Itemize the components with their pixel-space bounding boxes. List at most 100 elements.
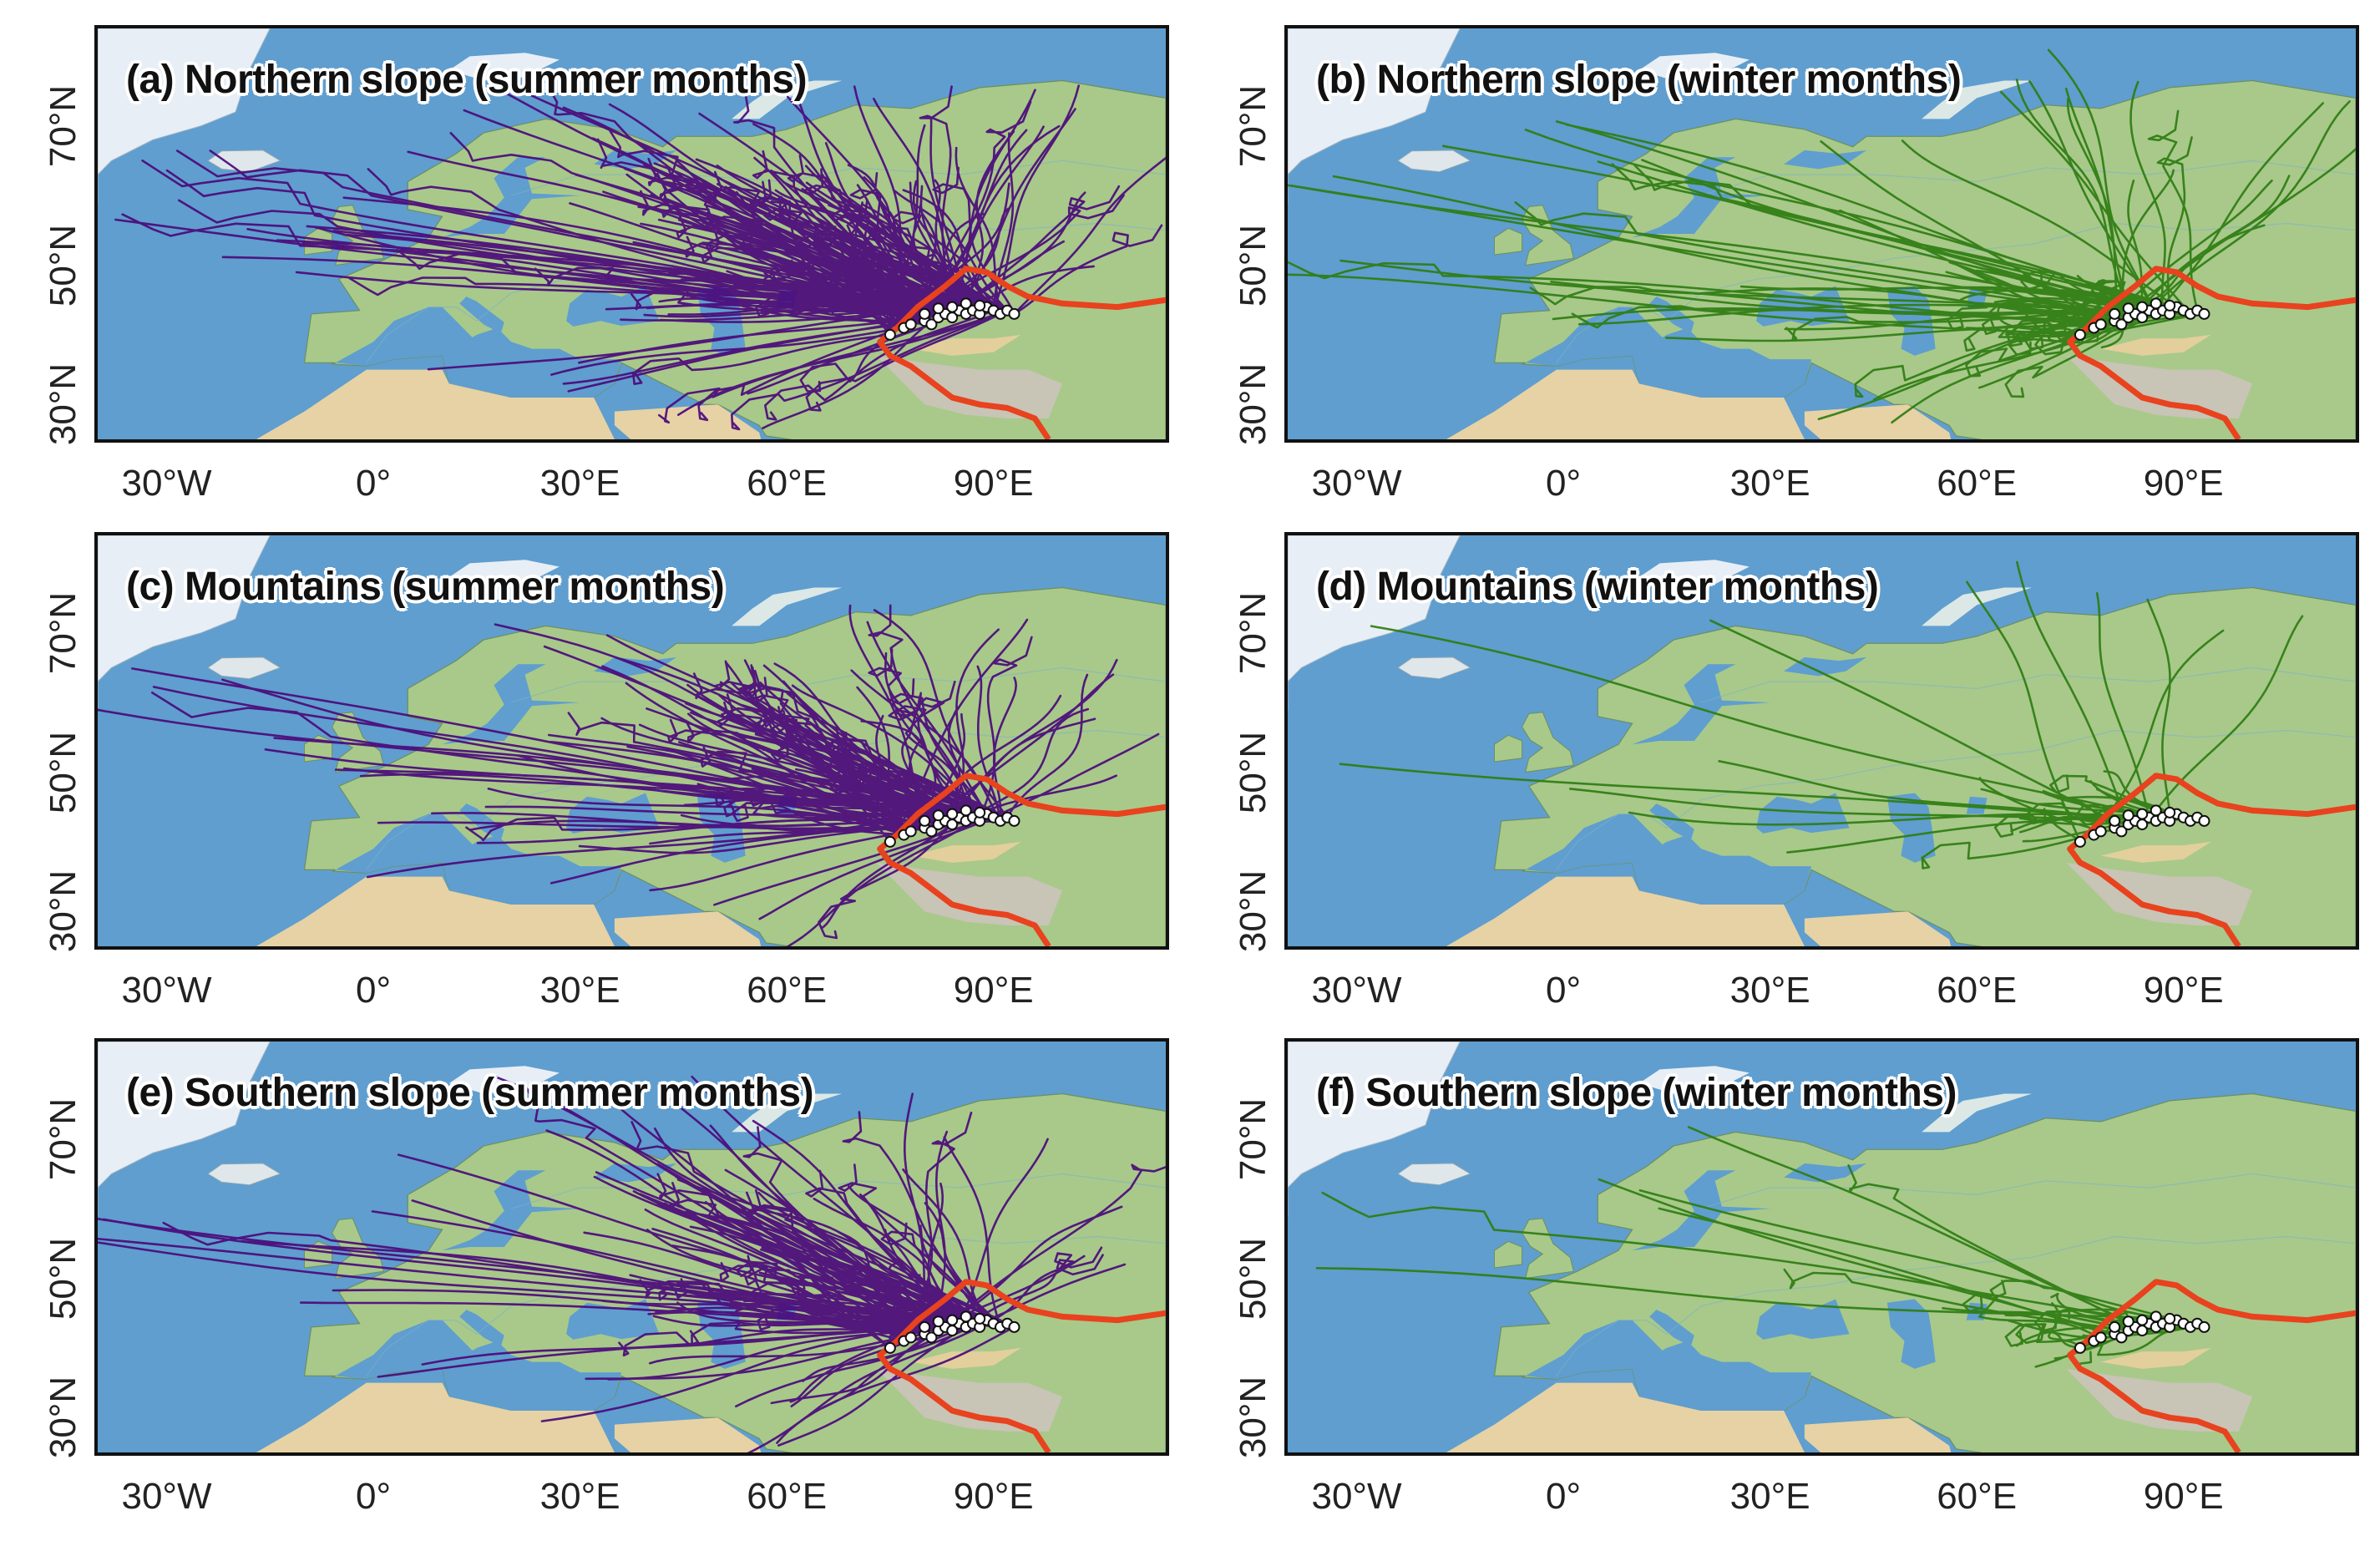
river-1 (510, 667, 1166, 703)
sahara-desert (1446, 369, 1805, 439)
trajectory-line (631, 333, 892, 385)
ireland-land (1494, 227, 1523, 256)
greenland-ice (98, 28, 271, 204)
taklimakan-desert (910, 841, 1021, 863)
iceland-land (207, 656, 281, 680)
trajectory-line (731, 312, 1002, 431)
y-tick-label: 50°N (1233, 731, 1274, 814)
trajectory-line (992, 84, 1080, 312)
station-marker (925, 1331, 938, 1344)
station-marker (974, 806, 986, 819)
trajectory-line (943, 1136, 1002, 1329)
y-tick-label: 50°N (1233, 224, 1274, 307)
stations (2074, 297, 2210, 341)
taklimakan-desert (2100, 334, 2211, 356)
trajectory-line (978, 636, 1033, 823)
trajectory-line (1962, 1293, 2102, 1339)
caspian-sea (1886, 793, 1936, 863)
stations (2074, 804, 2210, 848)
trajectory-line (411, 1199, 926, 1336)
trajectory-line (644, 1209, 905, 1342)
trajectory-line (805, 312, 1002, 412)
station-marker (974, 299, 986, 312)
trajectory-line (787, 813, 988, 946)
trajectory-line (2095, 592, 2150, 819)
trajectory-line (1514, 201, 2116, 316)
boundary-line (877, 773, 1166, 946)
x-tick-label: 60°E (1937, 463, 2018, 504)
iceland-land (1397, 150, 1471, 173)
trajectory-line (1817, 307, 2129, 421)
trajectory-line (866, 621, 988, 815)
trajectory-line (1783, 1268, 2129, 1332)
trajectory-line (332, 1289, 981, 1329)
trajectory-line (1638, 1189, 2178, 1321)
trajectory-line (658, 312, 1002, 424)
medE-sea (1632, 1341, 1812, 1411)
boundary-line (877, 1279, 1166, 1452)
panel-title-c: (c) Mountains (summer months) (126, 565, 725, 609)
station-marker (2109, 307, 2121, 320)
trajectory-line (1569, 788, 2116, 823)
y-tick-label: 30°N (43, 870, 84, 953)
baltic-sea (1632, 664, 1770, 745)
black-sea (1756, 1299, 1850, 1340)
trajectory-line (545, 1129, 939, 1332)
trajectory-line (2000, 90, 2192, 316)
map-svg-a (98, 28, 1166, 439)
station-marker (2109, 1320, 2121, 1333)
station-marker (2198, 1320, 2210, 1333)
station-marker (2136, 301, 2149, 313)
map-c (94, 532, 1169, 950)
station-marker (2094, 318, 2107, 331)
trajectory-line (2028, 80, 2157, 316)
white-sea (1784, 1163, 1867, 1183)
trajectory-line (758, 1271, 975, 1325)
adriatic-sea (1649, 803, 1694, 841)
map-e (94, 1038, 1169, 1456)
trajectory-line (856, 686, 905, 836)
station-marker (2122, 1315, 2134, 1328)
trajectory-line (842, 1111, 995, 1325)
trajectory-line (777, 1317, 981, 1447)
trajectory-line (1664, 323, 2102, 342)
trajectory-line (655, 1306, 939, 1332)
trajectory-line (98, 1218, 960, 1325)
x-tick-label: 30°W (121, 1476, 212, 1517)
novaya-zemlya (1922, 587, 2033, 626)
station-marker (960, 297, 972, 310)
trajectory-line (1854, 307, 2129, 398)
trajectory-line (815, 734, 981, 814)
trajectory-line (1997, 304, 2082, 337)
trajectory-line (971, 1246, 1103, 1325)
x-tick-label: 90°E (953, 970, 1034, 1011)
trajectory-line (762, 748, 988, 815)
station-marker (2074, 328, 2086, 341)
y-tick-label: 70°N (1233, 1097, 1274, 1180)
x-tick-label: 60°E (747, 463, 828, 504)
novaya-zemlya (732, 1093, 843, 1133)
greenland-ice (98, 535, 271, 711)
boundary-line (2067, 266, 2356, 439)
svalbard-ice (448, 53, 560, 81)
trajectory-line (730, 1296, 912, 1339)
medE-sea (442, 1341, 622, 1411)
station-marker (2150, 804, 2162, 817)
trajectory-line (2018, 815, 2129, 826)
trajectory-line (639, 1193, 981, 1320)
trajectory-line (667, 1097, 939, 1332)
y-tick-label: 30°N (1233, 1376, 1274, 1459)
station-marker (2198, 307, 2210, 320)
map-svg-b (1288, 28, 2356, 439)
iceland-land (207, 1163, 281, 1186)
river-1 (1700, 1173, 2356, 1209)
trajectory-line (950, 1163, 1166, 1321)
trajectory-line (747, 323, 933, 395)
trajectory-line (131, 667, 947, 823)
station-marker (2115, 825, 2128, 838)
trajectory-line (716, 165, 939, 310)
trajectory-line (683, 793, 967, 812)
y-tick-label: 30°N (43, 363, 84, 446)
tibetan-plateau (876, 355, 1063, 418)
tibetan-plateau (2066, 862, 2253, 925)
